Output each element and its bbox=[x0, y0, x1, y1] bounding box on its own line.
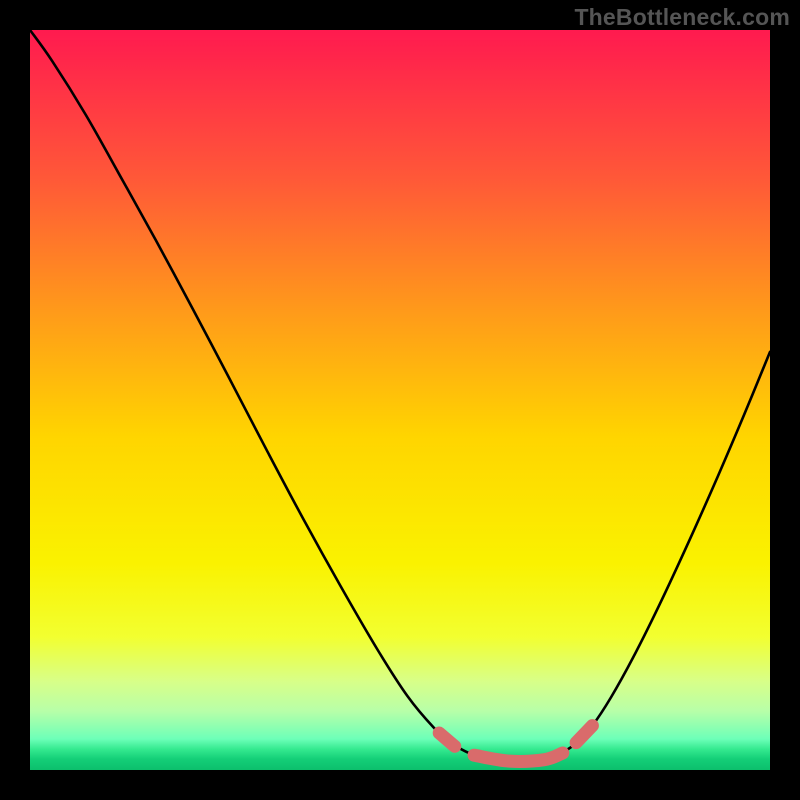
chart-plot-background bbox=[30, 30, 770, 770]
watermark-label: TheBottleneck.com bbox=[574, 4, 790, 31]
chart-container: TheBottleneck.com bbox=[0, 0, 800, 800]
bottleneck-curve-chart bbox=[0, 0, 800, 800]
